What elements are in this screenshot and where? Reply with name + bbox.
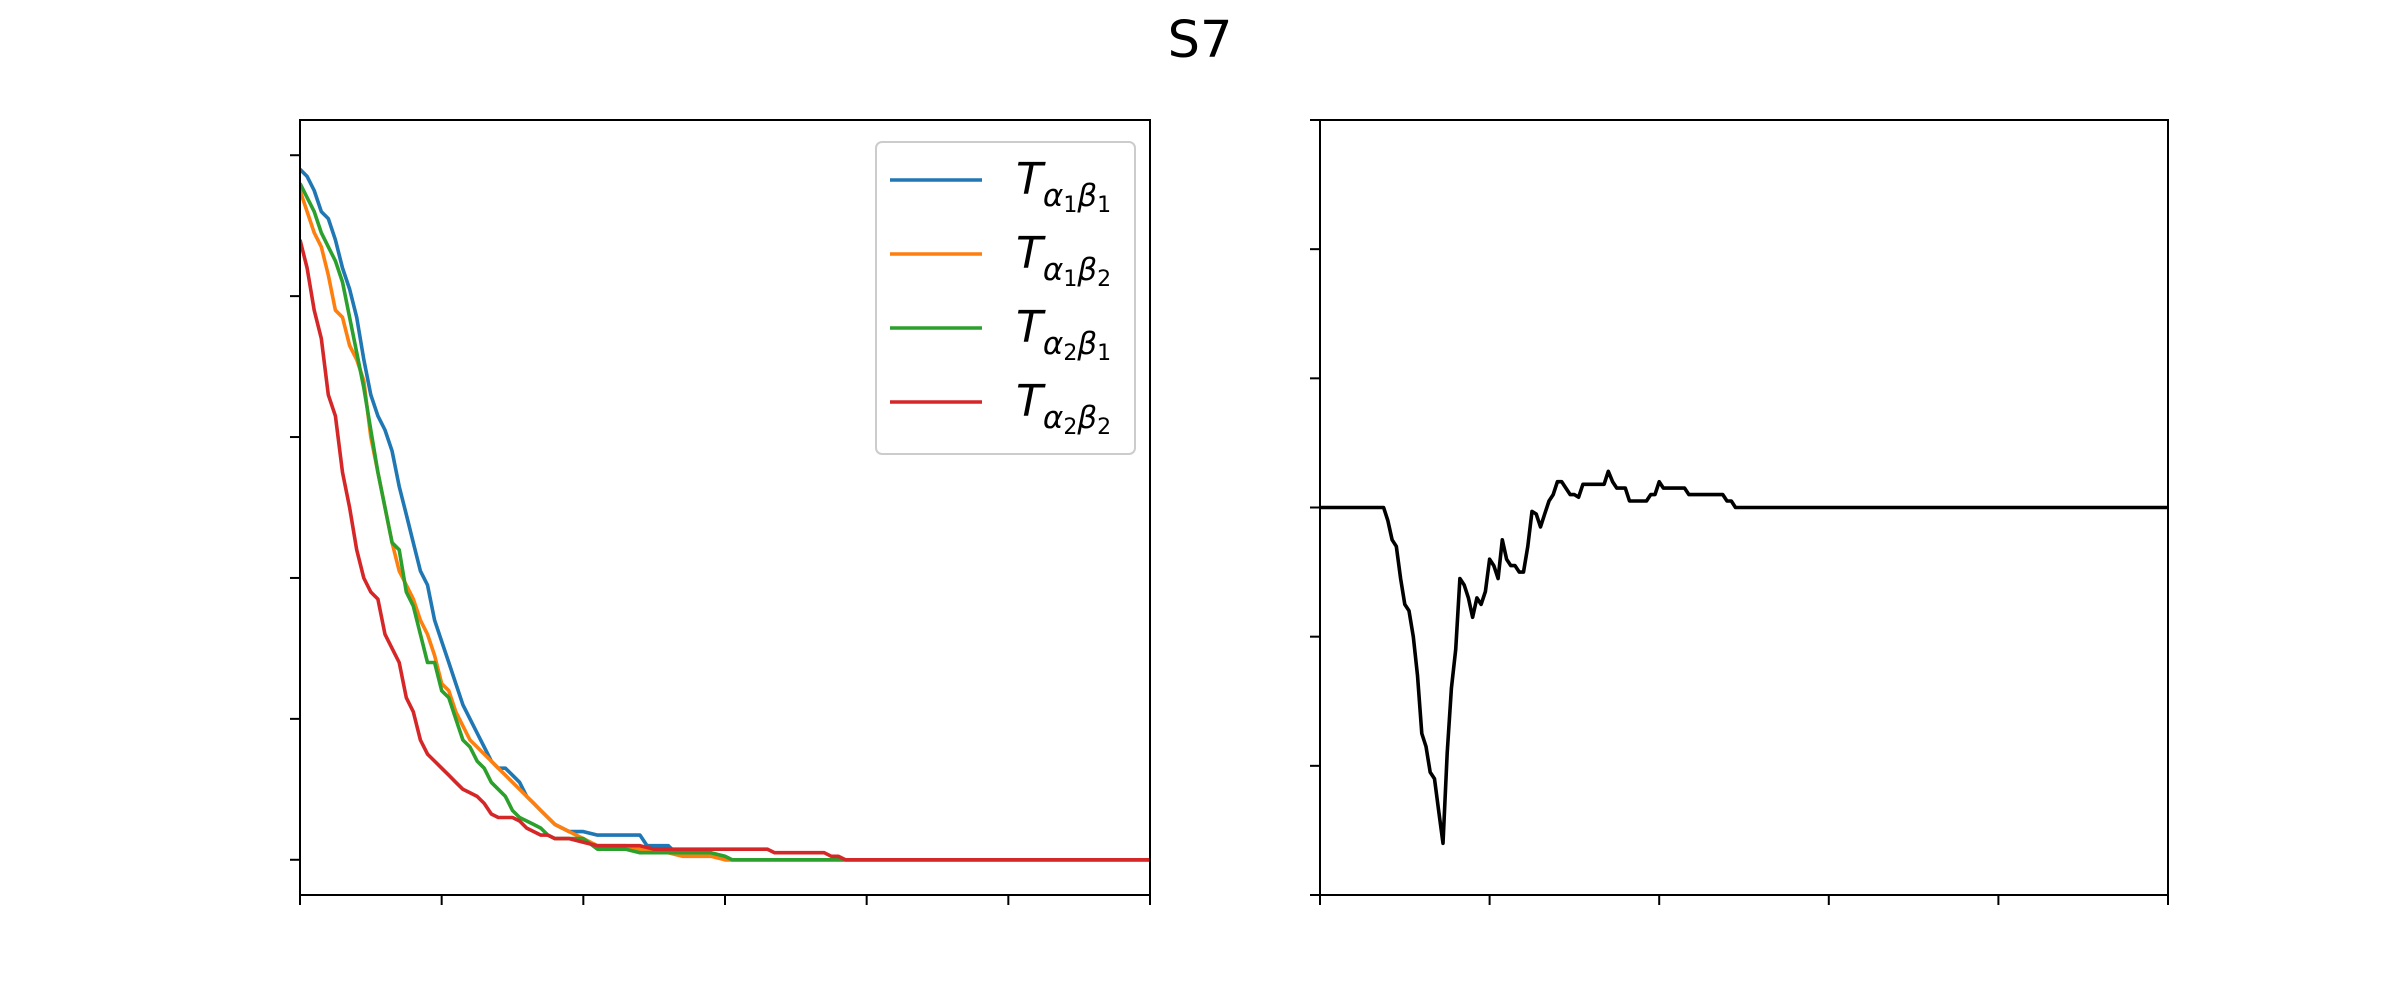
legend-sub-greek-2: β (1076, 252, 1097, 288)
legend-sub-index-1: 1 (1063, 193, 1077, 218)
legend-entry-4: Tα2β2 (1016, 376, 1111, 440)
legend-sub-index-2: 2 (1097, 267, 1111, 292)
legend-symbol: T (1016, 376, 1046, 427)
legend-entry-1: Tα1β1 (1016, 154, 1111, 218)
series-line-3 (300, 182, 1150, 862)
legend-entry-2: Tα1β2 (1016, 228, 1111, 292)
legend-frame (875, 141, 1136, 455)
series-line-4 (300, 239, 1150, 862)
legend-sub-greek-1: α (1043, 326, 1063, 362)
legend-sub-greek-1: α (1043, 252, 1063, 288)
legend-sub-index-2: 2 (1097, 415, 1111, 440)
legend-sub-index-1: 1 (1063, 267, 1077, 292)
legend-sub-greek-1: α (1043, 178, 1063, 214)
legend-sub-greek-1: α (1043, 400, 1063, 436)
legend-entry-3: Tα2β1 (1016, 302, 1111, 366)
legend-sub-index-1: 2 (1063, 341, 1077, 366)
legend-sub-index-2: 1 (1097, 193, 1111, 218)
legend-sub-greek-2: β (1076, 178, 1097, 214)
survivor-interaction-contrast-plot (1310, 119, 2169, 905)
legend-sub-index-2: 1 (1097, 341, 1111, 366)
legend-symbol: T (1016, 228, 1046, 279)
legend-symbol: T (1016, 302, 1046, 353)
legend-sub-index-1: 2 (1063, 415, 1077, 440)
series-line-1 (1320, 469, 2168, 846)
series-line-1 (300, 168, 1150, 862)
legend-sub-greek-2: β (1076, 400, 1097, 436)
figure-title: S7 (1168, 11, 1233, 70)
legend-sub-greek-2: β (1076, 326, 1097, 362)
legend-symbol: T (1016, 154, 1046, 205)
